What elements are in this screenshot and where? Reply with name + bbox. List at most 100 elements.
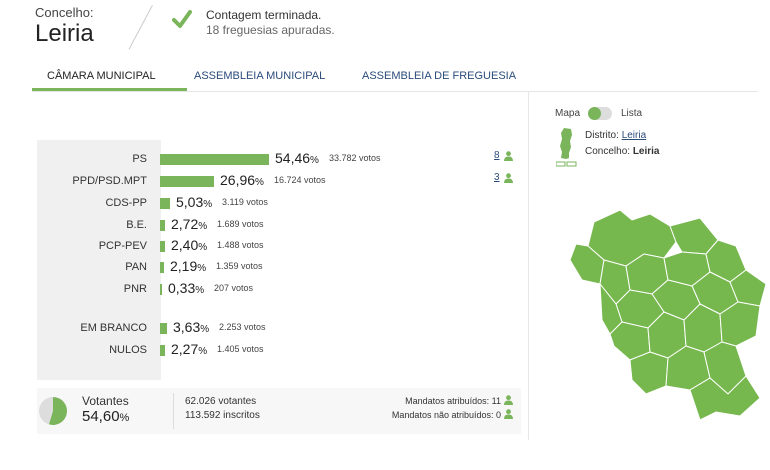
percentage: 54,46% [275, 150, 319, 166]
vote-count: 1.405 votos [217, 344, 264, 354]
municipality-map[interactable] [560, 180, 770, 430]
concelho-label: Concelho: [35, 5, 94, 20]
percentage: 5,03% [176, 194, 212, 210]
vote-count: 3.119 votos [222, 197, 268, 207]
result-bar [160, 241, 165, 252]
votantes-label: Votantes [82, 394, 129, 408]
header-divider [128, 5, 153, 50]
blank-null-row: EM BRANCO 3,63% 2.253 votos [37, 319, 517, 339]
percentage-value: 2,40 [171, 237, 199, 253]
distrito-line: Distrito: Leiria [585, 130, 646, 141]
percentage: 3,63% [173, 319, 209, 335]
party-row: PCP-PEV 2,40% 1.488 votos [37, 237, 517, 257]
result-bar [160, 220, 165, 231]
portugal-icon [556, 128, 577, 167]
percentage-value: 2,72 [171, 216, 199, 232]
percentage: 0,33% [168, 280, 204, 296]
result-bar [160, 198, 170, 209]
tab-assembleia-municipal[interactable]: ASSEMBLEIA MUNICIPAL [194, 70, 326, 82]
mandatos-nao-atribuidos: Mandatos não atribuídos: 0 [391, 410, 501, 420]
result-bar [160, 262, 164, 273]
vote-count: 33.782 votos [329, 153, 381, 163]
tab-assembleia-freguesia[interactable]: ASSEMBLEIA DE FREGUESIA [362, 70, 517, 82]
percent-sign: % [255, 177, 264, 188]
result-bar [160, 176, 214, 187]
percent-sign: % [197, 263, 207, 274]
party-row: PS 54,46% 33.782 votos 8 [37, 150, 517, 170]
party-row: PAN 2,19% 1.359 votos [37, 258, 517, 278]
pie-icon [39, 397, 67, 425]
party-row: PPD/PSD.MPT 26,96% 16.724 votos 3 [37, 172, 517, 192]
percent-sign: % [198, 221, 208, 232]
percentage-value: 5,03 [176, 194, 204, 210]
concelho-label-side: Concelho: [585, 146, 631, 157]
percent-sign: % [203, 199, 213, 210]
party-row: CDS-PP 5,03% 3.119 votos [37, 194, 517, 214]
person-icon [504, 409, 513, 419]
view-toggle: Mapa Lista [555, 106, 675, 122]
votantes-percentage: 54,60% [82, 408, 129, 425]
turnout-summary: Votantes 54,60% 62.026 votantes 113.592 … [37, 388, 521, 434]
status-subtitle: 18 freguesias apuradas. [206, 23, 335, 37]
inscritos-count: 113.592 inscritos [185, 410, 260, 421]
mandates-link[interactable]: 8 [494, 150, 500, 161]
party-label-panel [37, 140, 161, 380]
percent-sign: % [200, 324, 210, 335]
person-icon [504, 395, 513, 405]
check-icon [172, 10, 192, 28]
percentage-value: 26,96 [220, 172, 256, 188]
percentage-value: 0,33 [168, 280, 196, 296]
percentage-value: 2,19 [170, 258, 198, 274]
status-title: Contagem terminada. [206, 8, 322, 22]
party-row: B.E. 2,72% 1.689 votos [37, 216, 517, 236]
party-name: PS [132, 153, 147, 165]
concelho-name: Leiria [35, 20, 94, 47]
vote-count: 1.359 votos [216, 261, 263, 271]
party-name: CDS-PP [105, 197, 147, 209]
election-tabs: CÂMARA MUNICIPAL ASSEMBLEIA MUNICIPAL AS… [32, 66, 758, 92]
percentage: 2,19% [170, 258, 206, 274]
votantes-count: 62.026 votantes [185, 396, 257, 407]
summary-divider [173, 393, 174, 429]
result-bar [160, 345, 165, 356]
result-bar [160, 284, 162, 295]
distrito-link[interactable]: Leiria [621, 130, 647, 141]
concelho-line: Concelho: Leiria [585, 146, 660, 157]
party-name: PPD/PSD.MPT [72, 175, 147, 187]
toggle-knob [588, 107, 601, 120]
mapa-label: Mapa [555, 108, 581, 119]
header: Concelho: Leiria Contagem terminada. 18 … [0, 0, 770, 60]
percent-sign: % [119, 412, 130, 424]
party-name: NULOS [109, 344, 147, 356]
active-tab-indicator [32, 88, 187, 91]
party-name: PCP-PEV [98, 240, 147, 252]
concelho-value: Leiria [632, 146, 660, 157]
mandates-link[interactable]: 3 [494, 172, 500, 183]
vote-count: 2.253 votos [219, 322, 266, 332]
percentage: 2,40% [171, 237, 207, 253]
percent-sign: % [198, 242, 208, 253]
person-icon [504, 151, 513, 161]
vote-count: 1.488 votos [217, 240, 264, 250]
party-name: PNR [123, 283, 147, 295]
percentage: 2,72% [171, 216, 207, 232]
column-divider [528, 92, 529, 440]
distrito-label: Distrito: [585, 130, 619, 141]
percent-sign: % [198, 346, 208, 357]
blank-null-row: NULOS 2,27% 1.405 votos [37, 341, 517, 361]
percentage-value: 54,46 [275, 150, 311, 166]
tab-camara-municipal[interactable]: CÂMARA MUNICIPAL [47, 70, 156, 82]
percentage: 26,96% [220, 172, 264, 188]
percent-sign: % [195, 285, 205, 296]
percentage-value: 3,63 [173, 319, 201, 335]
party-name: EM BRANCO [80, 322, 147, 334]
person-icon [504, 173, 513, 183]
lista-label: Lista [621, 108, 643, 119]
percent-sign: % [310, 155, 319, 166]
result-bar [160, 323, 167, 334]
party-name: B.E. [126, 219, 147, 231]
mandatos-atribuidos: Mandatos atribuídos: 11 [405, 396, 501, 406]
result-bar [160, 154, 269, 165]
map-list-toggle[interactable] [588, 107, 612, 120]
party-row: PNR 0,33% 207 votos [37, 280, 517, 300]
